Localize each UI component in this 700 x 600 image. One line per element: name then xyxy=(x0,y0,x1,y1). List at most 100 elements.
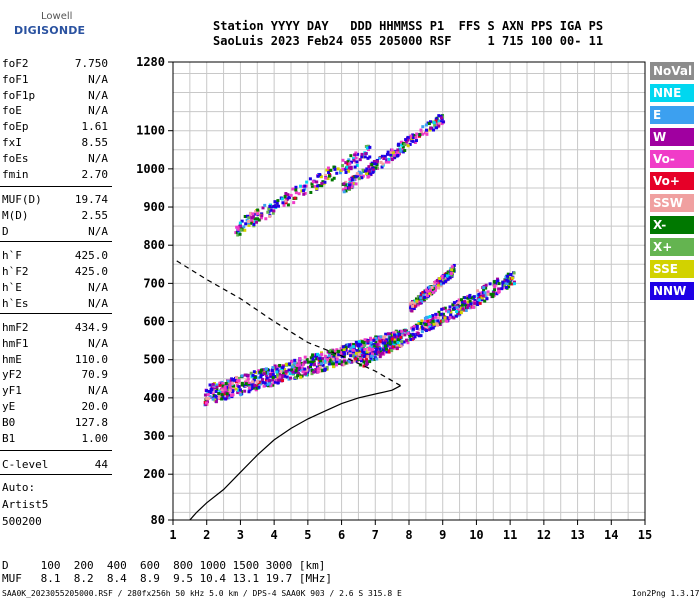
echo-point xyxy=(418,133,422,137)
echo-point xyxy=(397,142,401,146)
echo-point xyxy=(412,302,416,306)
echo-point xyxy=(293,358,297,362)
echo-point xyxy=(297,360,301,364)
y-tick-label: 400 xyxy=(143,391,165,405)
echo-point xyxy=(503,279,507,283)
echo-point xyxy=(315,180,319,184)
echo-point xyxy=(480,298,484,302)
param-name: hmF2 xyxy=(2,321,29,334)
echo-point xyxy=(349,360,353,364)
echo-point xyxy=(377,336,381,340)
echo-point xyxy=(351,352,355,356)
echo-point xyxy=(264,367,268,371)
echo-point xyxy=(276,204,280,208)
echo-point xyxy=(504,285,508,289)
echo-point xyxy=(226,379,230,383)
echo-point xyxy=(362,341,366,345)
echo-point xyxy=(482,288,486,292)
echo-point xyxy=(208,395,212,399)
echo-point xyxy=(434,315,438,319)
echo-point xyxy=(348,350,352,354)
echo-point xyxy=(211,386,215,390)
echo-point xyxy=(431,326,435,330)
echo-point xyxy=(299,375,303,379)
echo-point xyxy=(392,346,396,350)
echo-point xyxy=(303,367,307,371)
param-row: foE N/A xyxy=(2,104,108,118)
echo-point xyxy=(240,383,244,387)
echo-point xyxy=(309,365,313,369)
echo-point xyxy=(272,204,276,208)
echo-point xyxy=(412,336,416,340)
echo-point xyxy=(375,343,379,347)
echo-point xyxy=(419,322,423,326)
echo-point xyxy=(493,284,497,288)
echo-point xyxy=(311,361,315,365)
echo-point xyxy=(395,346,399,350)
echo-point xyxy=(294,375,298,379)
echo-point xyxy=(331,357,335,361)
echo-point xyxy=(220,386,224,390)
echo-point xyxy=(352,348,356,352)
echo-point xyxy=(384,347,388,351)
param-row: C-level 44 xyxy=(2,458,108,472)
echo-point xyxy=(289,360,293,364)
echo-point xyxy=(316,174,320,178)
echo-point xyxy=(415,132,419,136)
echo-point xyxy=(204,393,208,397)
echo-point xyxy=(437,312,441,316)
echo-point xyxy=(348,166,352,170)
echo-point xyxy=(356,152,360,156)
echo-point xyxy=(512,280,516,284)
echo-point xyxy=(449,314,453,318)
echo-point xyxy=(369,352,373,356)
param-row: MUF(D) 19.74 xyxy=(2,193,108,207)
echo-point xyxy=(293,196,297,200)
echo-point xyxy=(243,373,247,377)
echo-point xyxy=(448,308,452,312)
echo-point xyxy=(311,180,315,184)
echo-point xyxy=(325,168,329,172)
echo-point xyxy=(483,291,487,295)
echo-point xyxy=(342,182,346,186)
echo-point xyxy=(243,214,247,218)
echo-point xyxy=(348,183,352,187)
echo-point xyxy=(338,171,342,175)
echo-point xyxy=(309,362,313,366)
echo-point xyxy=(369,172,373,176)
echo-point xyxy=(354,182,358,186)
echo-point xyxy=(287,196,291,200)
echo-point xyxy=(406,136,410,140)
footer-d-label: D xyxy=(2,559,9,572)
echo-point xyxy=(372,357,376,361)
echo-point xyxy=(206,393,210,397)
echo-point xyxy=(354,151,358,155)
echo-point xyxy=(342,362,346,366)
echo-point xyxy=(411,304,415,308)
echo-point xyxy=(296,374,300,378)
echo-point xyxy=(448,316,452,320)
echo-point xyxy=(259,216,263,220)
y-tick-label: 700 xyxy=(143,276,165,290)
echo-point xyxy=(296,363,300,367)
echo-point xyxy=(284,201,288,205)
echo-point xyxy=(438,279,442,283)
echo-point xyxy=(409,306,413,310)
echo-point xyxy=(431,314,435,318)
echo-point xyxy=(473,298,477,302)
echo-point xyxy=(236,379,240,383)
echo-point xyxy=(231,389,235,393)
echo-point xyxy=(384,346,388,350)
param-name: fmin xyxy=(2,168,29,181)
echo-point xyxy=(374,352,378,356)
echo-point xyxy=(393,330,397,334)
echo-point xyxy=(400,140,404,144)
echo-point xyxy=(250,380,254,384)
echo-point xyxy=(431,319,435,323)
echo-point xyxy=(427,122,431,126)
echo-point xyxy=(211,382,215,386)
x-tick-label: 4 xyxy=(271,528,278,542)
echo-point xyxy=(411,301,415,305)
x-tick-label: 1 xyxy=(169,528,176,542)
echo-point xyxy=(427,328,431,332)
